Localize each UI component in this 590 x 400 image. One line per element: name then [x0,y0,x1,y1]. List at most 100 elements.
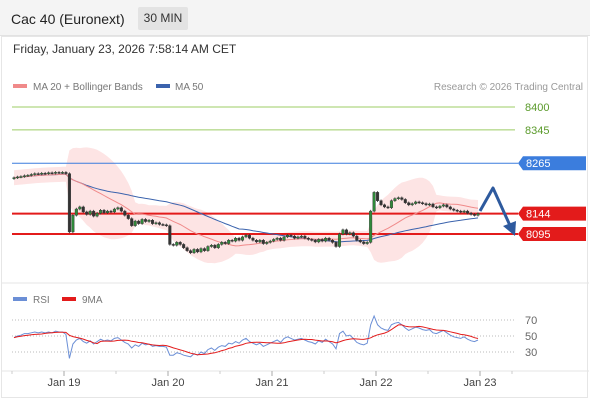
x-tick-label: Jan 22 [359,377,392,389]
candle [286,234,290,239]
candle [424,202,428,207]
candle [344,228,348,236]
x-tick-label: Jan 23 [463,377,496,389]
candle [50,171,54,175]
rsi-tick-label: 50 [525,331,537,343]
candle [168,224,172,246]
candle [428,202,432,207]
level-tag-4 [518,227,586,241]
candle [303,234,307,240]
candle [275,236,279,241]
candle [247,234,251,240]
ma50-legend-label: MA 50 [175,82,204,93]
candle [60,171,64,175]
candle [476,212,480,217]
x-tick-label: Jan 21 [255,377,288,389]
candle [376,191,380,202]
candle [99,209,103,215]
candle [469,211,473,216]
candle [88,209,92,216]
candle [310,238,314,242]
candle [154,221,158,225]
candle [223,241,227,245]
rsi-ma-line [13,324,479,356]
candle [355,234,359,242]
candle [126,214,130,220]
rsi-indicator: 70 50 30 [12,314,537,359]
candle [279,236,283,242]
candle [414,200,418,205]
candle [189,249,193,254]
level-tags: 8400 8345 8265 8144 8095 [518,102,586,241]
candle [81,205,85,214]
candle [348,231,352,236]
candle [67,172,71,234]
candle [40,171,44,176]
copyright-text: Research © 2026 Trading Central [434,82,583,93]
candle [147,219,151,223]
candle [29,173,33,177]
candle [459,209,463,214]
candle [292,234,296,240]
candle [452,207,456,212]
ma20-legend-swatch [13,84,27,88]
candle [130,217,134,227]
candle [258,238,262,244]
candle [341,228,345,236]
candle [116,206,120,211]
candle [448,205,452,211]
candle [386,205,390,210]
candle [403,198,407,205]
candle [334,241,338,248]
candle [268,239,272,244]
timeframe-badge[interactable]: 30 MIN [138,7,188,30]
candle [351,231,355,238]
candle [299,234,303,239]
x-tick-label: Jan 19 [47,377,80,389]
candle [57,171,61,175]
candle [282,235,286,242]
candle [244,234,248,239]
candle [209,243,213,248]
candle [306,236,310,241]
candle [192,248,196,254]
candle [317,238,321,244]
candle [400,196,404,201]
candle [441,203,445,208]
time-axis: Jan 19 Jan 20 Jan 21 Jan 22 Jan 23 [11,371,513,389]
candle [102,209,106,215]
candle [410,202,414,207]
candle [320,238,324,243]
candle [234,236,238,243]
candle [144,218,148,223]
candle [337,232,341,248]
ma50-line [13,173,479,243]
candle [216,243,220,249]
candle [12,176,16,180]
candle [164,223,168,227]
candle [54,171,58,175]
candle [462,209,466,214]
candle [119,206,123,213]
candle [112,207,116,214]
candle [324,236,328,243]
candle [438,204,442,210]
candle [313,238,317,244]
candle [455,209,459,213]
candle [289,234,293,238]
level-label-4: 8095 [526,229,550,241]
ma9-legend-swatch [62,297,76,301]
candle [434,205,438,210]
level-label-3: 8144 [526,209,550,221]
candle [105,209,109,215]
candle [206,245,210,252]
candle [230,238,234,243]
candle [15,175,19,180]
candle [369,209,373,244]
candle [396,196,400,200]
candle [254,238,258,244]
rsi-tick-label: 30 [525,347,537,359]
candle [296,235,300,240]
candle [407,201,411,207]
